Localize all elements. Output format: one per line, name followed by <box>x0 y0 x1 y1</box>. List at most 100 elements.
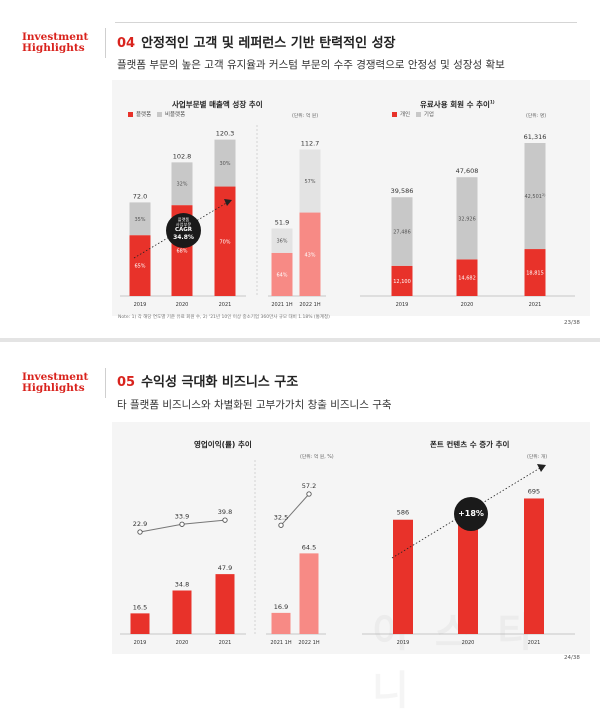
x-tick-label: 2020 <box>461 302 474 308</box>
margin-point <box>222 517 228 523</box>
chart-panel <box>112 422 590 654</box>
margin-line <box>280 493 310 526</box>
cagr-value: 34.8% <box>173 233 194 241</box>
bar-value-label: 32,926 <box>458 216 476 222</box>
page-title: 04 안정적인 고객 및 레퍼런스 기반 탄력적인 성장 <box>117 32 396 51</box>
footnote-marker: 2) <box>542 193 546 197</box>
page-title-text: 수익성 극대화 비즈니스 구조 <box>141 375 299 390</box>
bar-font-contents <box>393 519 413 634</box>
bar-platform <box>129 235 151 296</box>
cagr-line: 사업부문 <box>175 222 192 227</box>
bar-share-label: 64% <box>276 272 287 278</box>
legend-swatch-red <box>392 112 397 117</box>
margin-point <box>278 522 284 528</box>
bar-share-label: 57% <box>304 179 315 185</box>
x-tick-label: 2020 <box>462 640 475 646</box>
bar-operating-profit <box>215 574 235 634</box>
section-number: 05 <box>117 375 136 390</box>
bar-share-label: 30% <box>219 161 230 167</box>
margin-label: 33.9 <box>175 512 189 520</box>
bar-share-label: 68% <box>176 249 187 255</box>
bar-platform <box>299 212 321 296</box>
margin-label: 39.8 <box>218 508 232 516</box>
top-rule <box>115 22 577 23</box>
bar-nonplatform <box>271 228 293 253</box>
legend-swatch-gray <box>156 112 162 117</box>
brand-line-2: Highlights <box>22 382 85 394</box>
brand-mark: Investment Highlights <box>22 372 88 394</box>
bar-value-label: 34.8 <box>175 581 189 589</box>
margin-point <box>137 529 143 535</box>
page-subtitle: 플랫폼 부문의 높은 고객 유지율과 커스텀 부문의 수주 경쟁력으로 안정성 … <box>117 59 505 71</box>
brand-mark: Investment Highlights <box>22 32 88 54</box>
bar-font-contents <box>458 510 478 634</box>
slide-23: Investment Highlights 04 안정적인 고객 및 레퍼런스 기… <box>0 0 600 338</box>
bar-individual <box>456 259 478 296</box>
footnote: Note: 1) 각 해당 연도별 기준 유료 회원 수, 2) '21년 10… <box>118 315 330 320</box>
bar-value-label: 47.9 <box>218 564 232 572</box>
bar-nonplatform <box>171 162 193 206</box>
bar-total-label: 51.9 <box>275 219 289 227</box>
slide-24-charts: 16.5 2019 34.8 2020 47.9 2021 16.9 2021 1H 64.5 2… <box>120 460 575 646</box>
growth-trend-line <box>391 467 541 559</box>
bar-share-label: 65% <box>134 264 145 270</box>
cagr-line: 플랫폼 <box>177 217 190 222</box>
x-tick-label: 2021 <box>219 640 232 646</box>
bar-total-label: 102.8 <box>173 152 192 160</box>
left-chart-legend: 플랫폼 비플랫폼 <box>128 110 185 118</box>
brand-line-1: Investment <box>22 371 89 383</box>
bar-value-label: 12,100 <box>393 279 411 285</box>
section-number: 04 <box>117 36 136 51</box>
legend-label: 플랫폼 <box>136 112 152 118</box>
legend-label: 개인 <box>400 112 411 118</box>
bar-individual <box>391 265 413 296</box>
bar-operating-profit <box>271 612 291 634</box>
cagr-arrowhead <box>224 199 232 206</box>
legend-item-platform: 플랫폼 <box>128 112 151 118</box>
bar-nonplatform <box>299 149 321 213</box>
x-tick-label: 2019 <box>396 302 409 308</box>
left-chart-title: 사업부문별 매출액 성장 추이 <box>172 100 263 109</box>
right-chart-unit: (단위: 명) <box>526 114 547 119</box>
slide-24: Investment Highlights 05 수익성 극대화 비즈니스 구조 … <box>0 342 600 714</box>
bar-share-label: 70% <box>219 239 230 245</box>
legend-item-individual: 개인 <box>392 112 410 118</box>
bar-nonplatform <box>129 202 151 236</box>
bar-company <box>456 177 478 260</box>
bar-operating-profit <box>299 553 319 634</box>
brand-line-2: Highlights <box>22 42 85 54</box>
bar-total-label: 72.0 <box>133 192 147 200</box>
bar-total-label: 120.3 <box>216 130 235 138</box>
legend-item-company: 기업 <box>415 112 434 118</box>
left-chart-unit: (단위: 억 원, %) <box>300 455 334 460</box>
cagr-trend-line <box>133 201 229 259</box>
x-tick-label: 2020 <box>176 640 189 646</box>
page-title: 05 수익성 극대화 비즈니스 구조 <box>117 371 298 390</box>
header-divider <box>105 368 106 398</box>
bar-share-label: 35% <box>134 217 145 223</box>
bar-share-label: 36% <box>276 239 287 245</box>
x-tick-label: 2021 <box>528 640 541 646</box>
bar-total-label: 39,586 <box>391 187 414 195</box>
x-tick-label: 2020 <box>176 302 189 308</box>
right-chart-title: 유료사용 회원 수 추이1) <box>420 99 495 110</box>
bar-total-label: 47,608 <box>456 167 479 175</box>
page-number: 24/38 <box>564 655 580 661</box>
x-tick-label: 2021 <box>219 302 232 308</box>
bar-value-label: 16.9 <box>274 603 288 611</box>
x-tick-label: 2019 <box>134 640 147 646</box>
bar-font-contents <box>524 498 544 634</box>
legend-label: 기업 <box>423 112 434 118</box>
slide-23-charts: 65% 35% 72.0 2019 68% 32% 102.8 2020 70% 30% 120.3… <box>120 125 575 308</box>
margin-label: 57.2 <box>302 482 316 490</box>
right-chart-legend: 개인 기업 <box>392 110 434 118</box>
bar-company <box>391 197 413 266</box>
page-number: 23/38 <box>564 320 580 326</box>
x-tick-label: 2019 <box>134 302 147 308</box>
bar-value-label: 16.5 <box>133 603 147 611</box>
x-tick-label: 2021 1H <box>270 640 291 646</box>
growth-badge: +18% <box>454 497 488 531</box>
margin-point <box>179 521 185 527</box>
right-chart-title-text: 유료사용 회원 수 추이 <box>420 100 490 109</box>
margin-point <box>306 491 312 497</box>
